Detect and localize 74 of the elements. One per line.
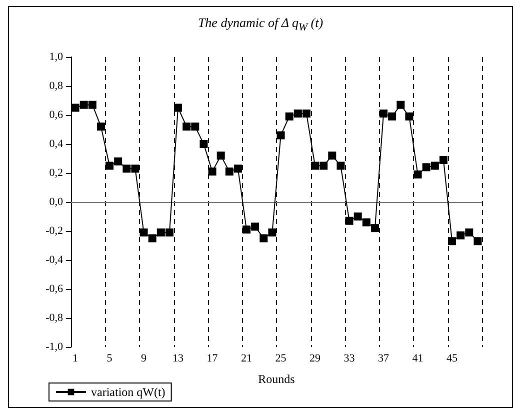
point — [80, 100, 88, 109]
point — [140, 228, 148, 236]
x-tick-label: 29 — [310, 352, 322, 364]
point — [370, 224, 379, 232]
point — [260, 234, 268, 242]
x-tick-label: 33 — [344, 352, 356, 364]
point — [122, 164, 131, 173]
point — [225, 168, 234, 176]
x-tick-label: 5 — [106, 352, 113, 364]
point — [156, 228, 165, 236]
point — [106, 162, 114, 170]
point — [474, 237, 482, 246]
legend-label: variation qW(t) — [91, 385, 166, 399]
point — [251, 222, 260, 231]
point — [405, 112, 414, 120]
point — [285, 112, 294, 120]
point — [456, 231, 465, 240]
point — [448, 237, 456, 246]
point — [302, 110, 310, 118]
x-tick-label: 25 — [275, 352, 287, 364]
point — [336, 162, 345, 170]
point — [439, 156, 448, 164]
point — [191, 122, 200, 131]
point — [320, 162, 328, 170]
point — [328, 152, 336, 160]
y-tick-label: -0,2 — [46, 225, 63, 237]
x-tick-label: 41 — [412, 352, 424, 364]
y-tick-label: 1,0 — [49, 51, 64, 63]
point — [465, 228, 474, 236]
point — [268, 228, 276, 236]
point — [354, 212, 362, 220]
point — [422, 163, 430, 172]
point — [71, 104, 80, 112]
point — [200, 140, 208, 148]
point — [362, 218, 370, 226]
x-tick-label: 13 — [172, 352, 184, 364]
point — [148, 234, 156, 242]
point — [165, 228, 174, 236]
point — [276, 131, 285, 140]
y-tick-label: -0,6 — [46, 283, 64, 295]
y-tick-label: -1,0 — [46, 341, 64, 353]
x-tick-label: 17 — [206, 352, 218, 364]
x-tick-label: 9 — [141, 352, 148, 364]
point — [345, 216, 354, 225]
point — [114, 157, 122, 166]
point — [182, 122, 191, 131]
x-axis-title: Rounds — [258, 372, 296, 386]
point — [396, 100, 405, 109]
point — [216, 152, 225, 160]
point — [430, 162, 439, 170]
point — [88, 100, 96, 109]
point — [294, 110, 302, 118]
y-tick-label: 0,2 — [49, 167, 63, 179]
x-tick-label: 1 — [72, 352, 78, 364]
y-tick-label: 0,0 — [49, 196, 64, 208]
y-tick-label: 0,8 — [49, 80, 64, 92]
y-tick-label: -0,8 — [46, 312, 64, 324]
point — [380, 110, 388, 118]
y-tick-label: -0,4 — [46, 254, 64, 266]
x-tick-label: 21 — [241, 352, 252, 364]
y-tick-label: 0,6 — [49, 109, 64, 121]
y-tick-label: 0,4 — [49, 138, 64, 150]
point — [234, 164, 242, 173]
point — [174, 104, 182, 112]
point — [242, 226, 251, 234]
point — [388, 112, 396, 120]
point — [414, 170, 422, 178]
x-tick-label: 37 — [378, 352, 390, 364]
point — [96, 122, 105, 131]
x-tick-label: 45 — [446, 352, 458, 364]
point — [208, 168, 216, 176]
point — [131, 164, 140, 173]
point — [311, 162, 320, 170]
chart-title: The dynamic of Δ q$_{W}$ (t) — [196, 15, 324, 34]
